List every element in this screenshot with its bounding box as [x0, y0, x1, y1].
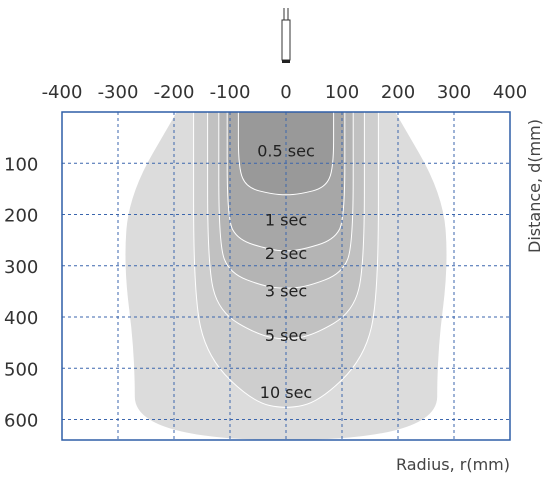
y-tick-label: 100 — [4, 154, 38, 175]
zone-label: 1 sec — [265, 211, 307, 230]
x-tick-label: -200 — [154, 82, 195, 103]
zone-label: 2 sec — [265, 244, 307, 263]
x-axis-title: Radius, r(mm) — [396, 455, 510, 474]
zone-label: 3 sec — [265, 281, 307, 300]
sensor-body — [281, 19, 291, 61]
plot-frame — [61, 111, 511, 441]
x-axis-ticks: -400 -300 -200 -100 0 100 200 300 400 — [42, 82, 528, 103]
x-tick-label: 400 — [493, 82, 527, 103]
y-axis-ticks: 100 200 300 400 500 600 — [4, 154, 38, 431]
zone-label: 10 sec — [260, 383, 312, 402]
y-tick-label: 200 — [4, 206, 38, 227]
x-tick-label: 100 — [325, 82, 359, 103]
y-tick-label: 300 — [4, 257, 38, 278]
x-tick-label: -100 — [210, 82, 251, 103]
sensor-tip — [282, 60, 290, 63]
zone-label: 0.5 sec — [257, 141, 315, 160]
zone-label: 5 sec — [265, 326, 307, 345]
x-tick-label: -400 — [42, 82, 83, 103]
y-tick-label: 400 — [4, 308, 38, 329]
x-tick-label: 0 — [280, 82, 291, 103]
sensor-probe-icon — [281, 8, 291, 63]
y-tick-label: 600 — [4, 411, 38, 432]
y-axis-title: Distance, d(mm) — [525, 119, 544, 253]
zone-labels: 10 sec 5 sec 3 sec 2 sec 1 sec 0.5 sec — [257, 141, 315, 401]
x-tick-label: 200 — [381, 82, 415, 103]
grid-lines — [62, 112, 510, 440]
x-tick-label: 300 — [437, 82, 471, 103]
y-tick-label: 500 — [4, 359, 38, 380]
x-tick-label: -300 — [98, 82, 139, 103]
zone-0-5-sec — [237, 112, 335, 196]
